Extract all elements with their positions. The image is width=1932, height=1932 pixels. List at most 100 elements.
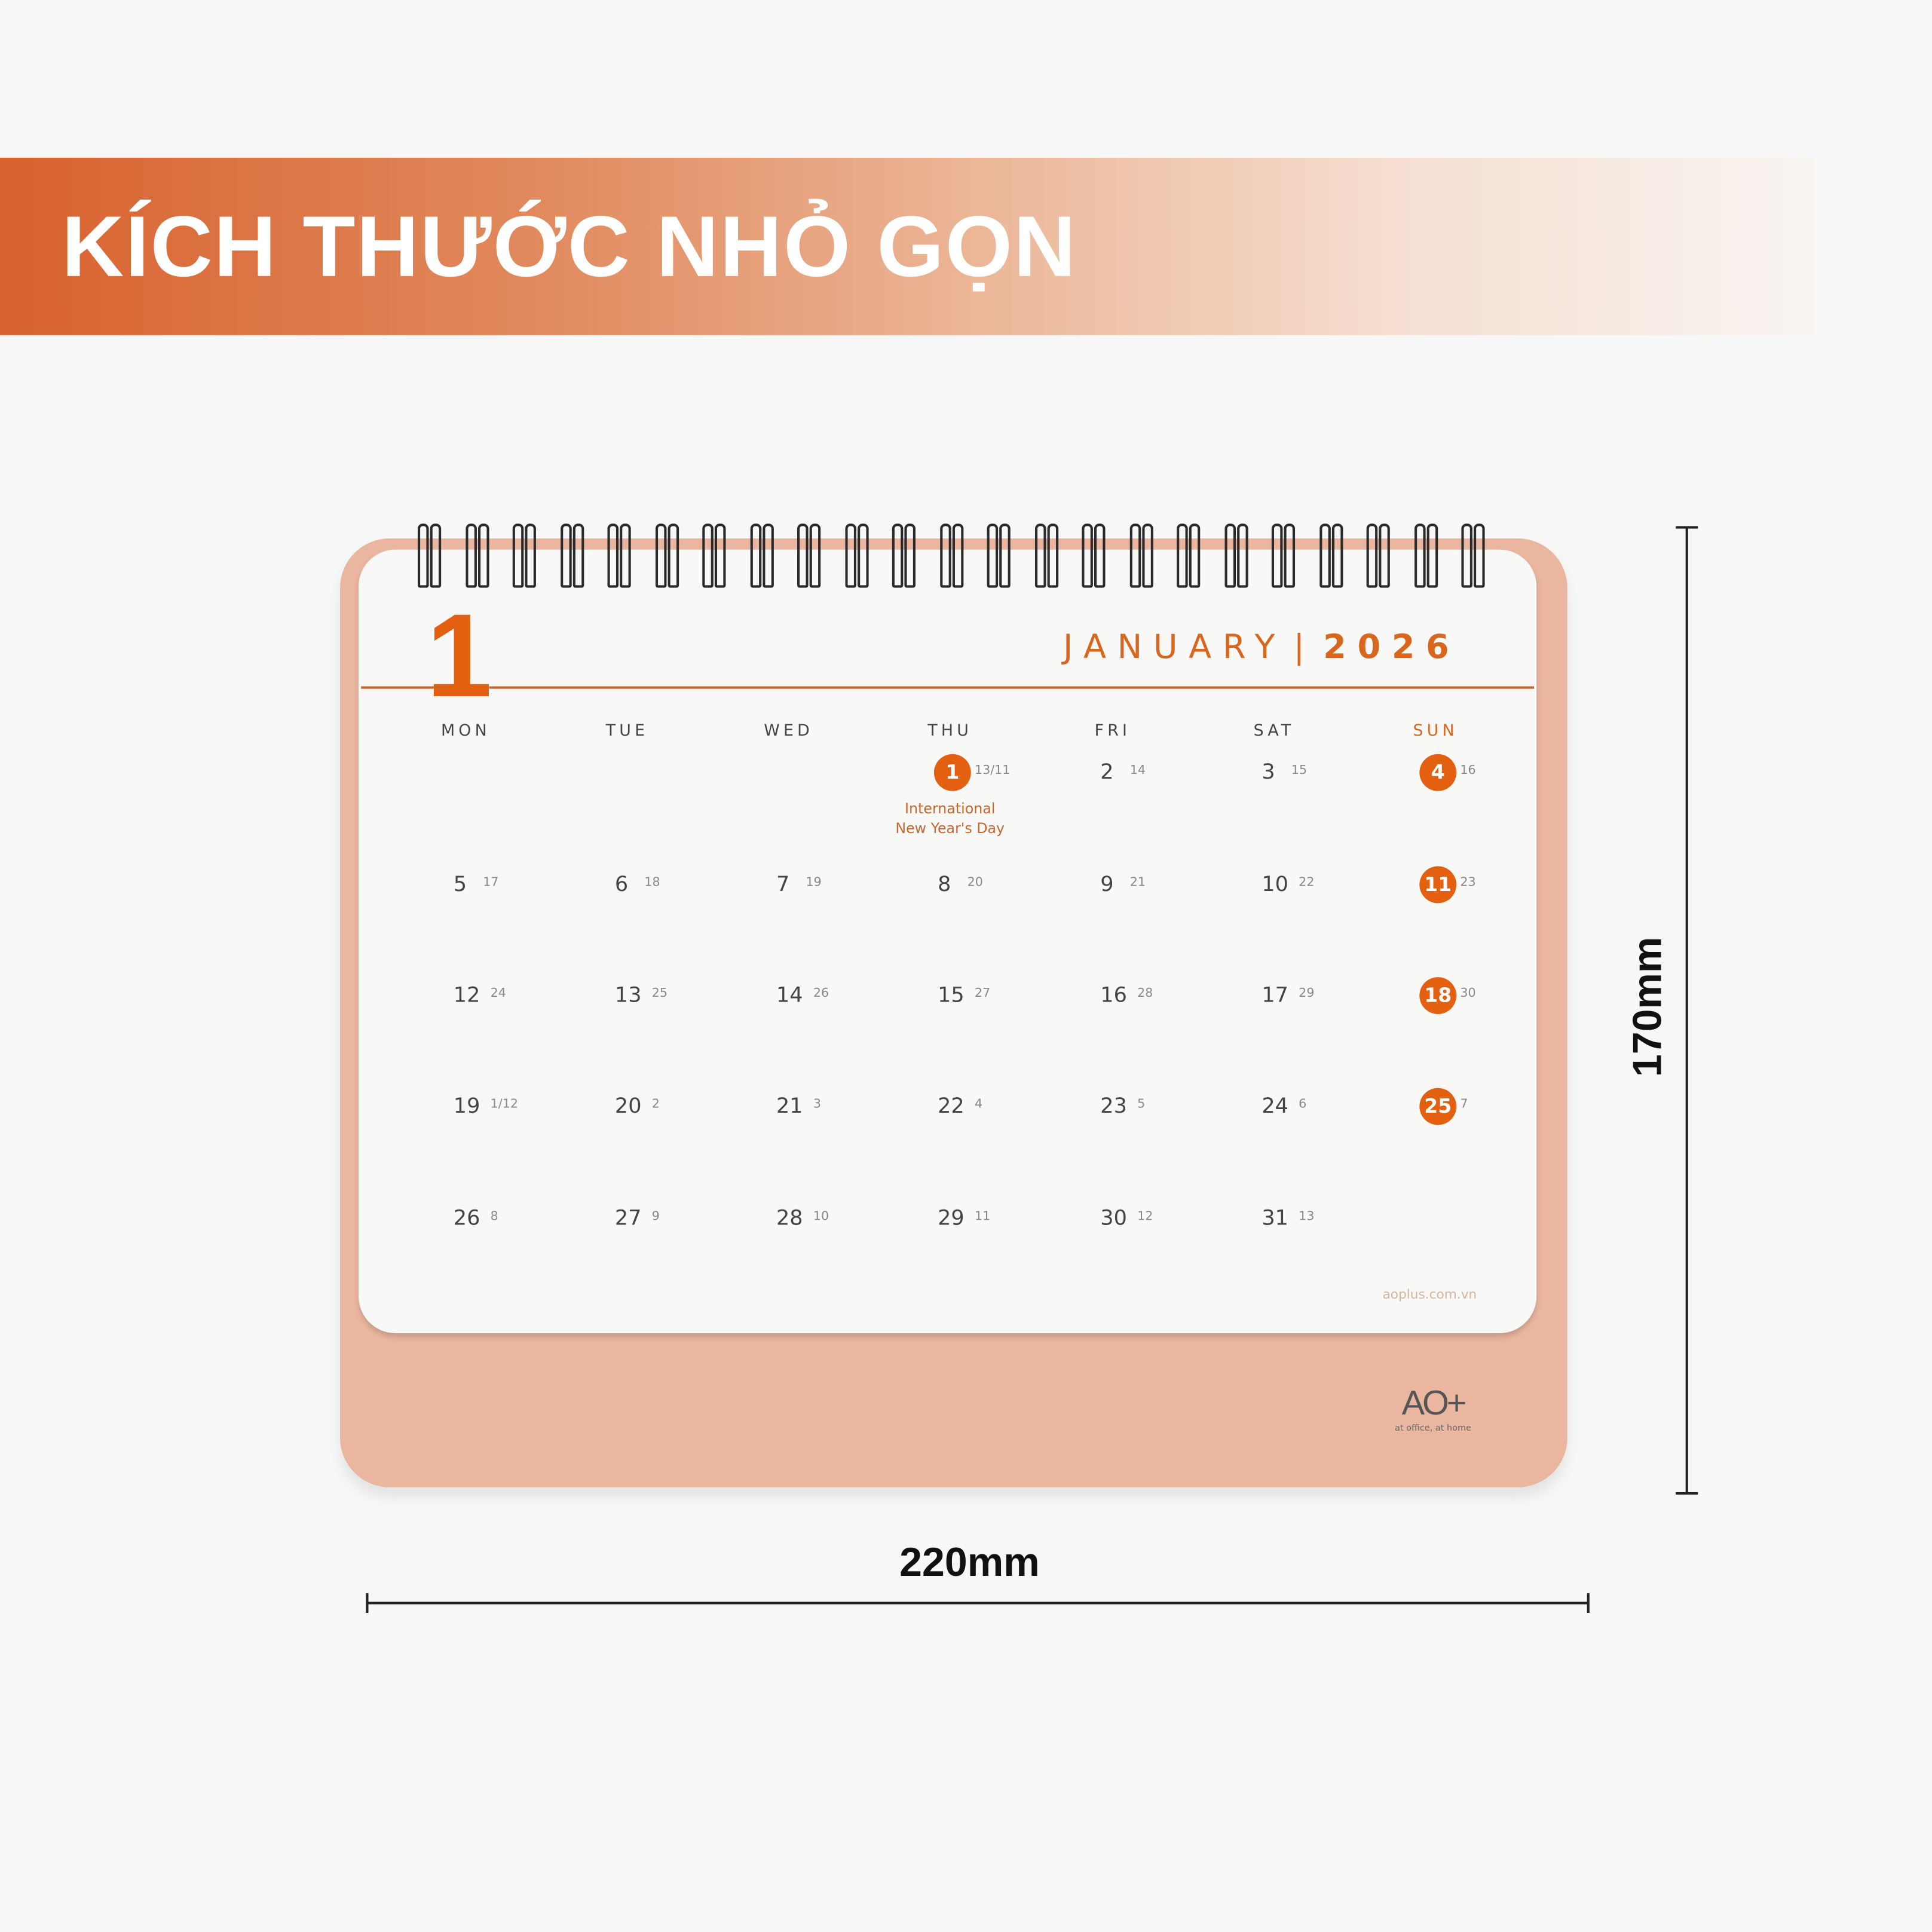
day-number: 9 [1100, 872, 1114, 898]
spiral-ring [1082, 523, 1106, 588]
lunar-date: 27 [974, 987, 991, 1001]
day-cell: 13 25 [615, 977, 751, 1014]
lunar-date: 5 [1137, 1098, 1146, 1112]
spiral-ring [702, 523, 727, 588]
header-divider [489, 686, 1535, 689]
day-number: 28 [776, 1206, 803, 1231]
weekday-header: MON [440, 722, 491, 741]
day-cell: 18 30 [1419, 977, 1559, 1014]
day-cell: 3 15 [1262, 754, 1397, 791]
spiral-ring [749, 523, 774, 588]
spiral-ring [560, 523, 584, 588]
day-cell: 1 13/11 [933, 754, 1073, 791]
dimension-cap [366, 1593, 369, 1613]
day-cell: 24 6 [1262, 1088, 1397, 1125]
lunar-date: 6 [1299, 1098, 1307, 1112]
lunar-date: 23 [1460, 876, 1476, 890]
day-cell: 21 3 [776, 1088, 912, 1125]
day-number: 29 [938, 1206, 965, 1231]
width-dimension-line [367, 1602, 1588, 1605]
spiral-ring [654, 523, 679, 588]
day-number: 4 [1419, 754, 1457, 791]
day-number: 30 [1100, 1206, 1127, 1231]
lunar-date: 28 [1137, 987, 1153, 1001]
lunar-date: 21 [1129, 876, 1146, 890]
spiral-ring [417, 523, 442, 588]
day-cell: 6 18 [615, 867, 751, 904]
day-number: 1 [933, 754, 971, 791]
day-cell: 19 1/12 [454, 1088, 589, 1125]
lunar-date: 12 [1137, 1210, 1153, 1224]
spiral-ring [892, 523, 917, 588]
logo-mark: AO+ [1401, 1383, 1467, 1422]
weekday-header: TUE [605, 722, 649, 741]
day-cell: 14 26 [776, 977, 912, 1014]
lunar-date: 9 [651, 1210, 660, 1224]
day-cell: 16 28 [1100, 977, 1236, 1014]
website-text: aoplus.com.vn [1382, 1287, 1477, 1303]
weekday-header: WED [764, 722, 813, 741]
day-cell: 23 5 [1100, 1088, 1236, 1125]
weekday-header: THU [927, 722, 973, 741]
lunar-date: 30 [1460, 987, 1476, 1001]
dimension-cap [1587, 1593, 1590, 1613]
day-number: 27 [614, 1206, 642, 1231]
day-cell: 12 24 [454, 977, 589, 1014]
day-cell: 8 20 [938, 867, 1073, 904]
day-number: 6 [614, 872, 629, 898]
lunar-date: 22 [1299, 876, 1315, 890]
height-label: 170mm [1624, 936, 1670, 1077]
lunar-date: 7 [1460, 1098, 1468, 1112]
spiral-ring [1461, 523, 1486, 588]
day-number: 21 [776, 1094, 803, 1119]
header-divider [361, 686, 440, 689]
spiral-ring [1129, 523, 1154, 588]
holiday-label-line: International [905, 800, 996, 817]
day-number: 16 [1100, 983, 1127, 1008]
day-number: 8 [938, 872, 951, 898]
day-number: 12 [453, 983, 480, 1008]
day-cell: 31 13 [1262, 1200, 1397, 1237]
lunar-date: 14 [1129, 764, 1146, 778]
day-number: 3 [1262, 760, 1275, 785]
day-cell: 2 14 [1100, 754, 1236, 791]
spiral-ring [797, 523, 822, 588]
holiday-label-line: New Year's Day [895, 819, 1005, 837]
lunar-date: 13 [1299, 1210, 1315, 1224]
day-number: 15 [938, 983, 965, 1008]
lunar-date: 18 [644, 876, 660, 890]
year: 2026 [1323, 628, 1461, 667]
width-label: 220mm [899, 1539, 1040, 1585]
spiral-ring [1414, 523, 1438, 588]
day-number: 2 [1100, 760, 1114, 785]
day-cell: 29 11 [938, 1200, 1073, 1237]
title-banner [0, 157, 1814, 335]
lunar-date: 2 [651, 1098, 660, 1112]
lunar-date: 8 [490, 1210, 498, 1224]
brand-logo: AO+ at office, at home [1377, 1385, 1489, 1434]
day-number: 22 [938, 1094, 965, 1119]
spiral-ring [1319, 523, 1343, 588]
spiral-ring [512, 523, 537, 588]
day-number: 18 [1419, 977, 1457, 1014]
spiral-ring [1366, 523, 1391, 588]
day-number: 7 [776, 872, 790, 898]
day-number: 23 [1100, 1094, 1127, 1119]
spiral-ring [987, 523, 1012, 588]
day-number: 5 [453, 872, 467, 898]
lunar-date: 3 [813, 1098, 821, 1112]
day-number: 19 [453, 1094, 480, 1119]
day-number: 13 [614, 983, 642, 1008]
lunar-date: 4 [974, 1098, 983, 1112]
spiral-ring [1034, 523, 1059, 588]
lunar-date: 15 [1291, 764, 1308, 778]
day-cell: 15 27 [938, 977, 1073, 1014]
spiral-ring [465, 523, 489, 588]
dimension-cap [1676, 526, 1698, 529]
month-number: 1 [426, 590, 492, 722]
spiral-ring [939, 523, 964, 588]
day-cell: 17 29 [1262, 977, 1397, 1014]
height-dimension-line [1685, 527, 1688, 1494]
lunar-date: 24 [490, 987, 506, 1001]
lunar-date: 10 [813, 1210, 829, 1224]
